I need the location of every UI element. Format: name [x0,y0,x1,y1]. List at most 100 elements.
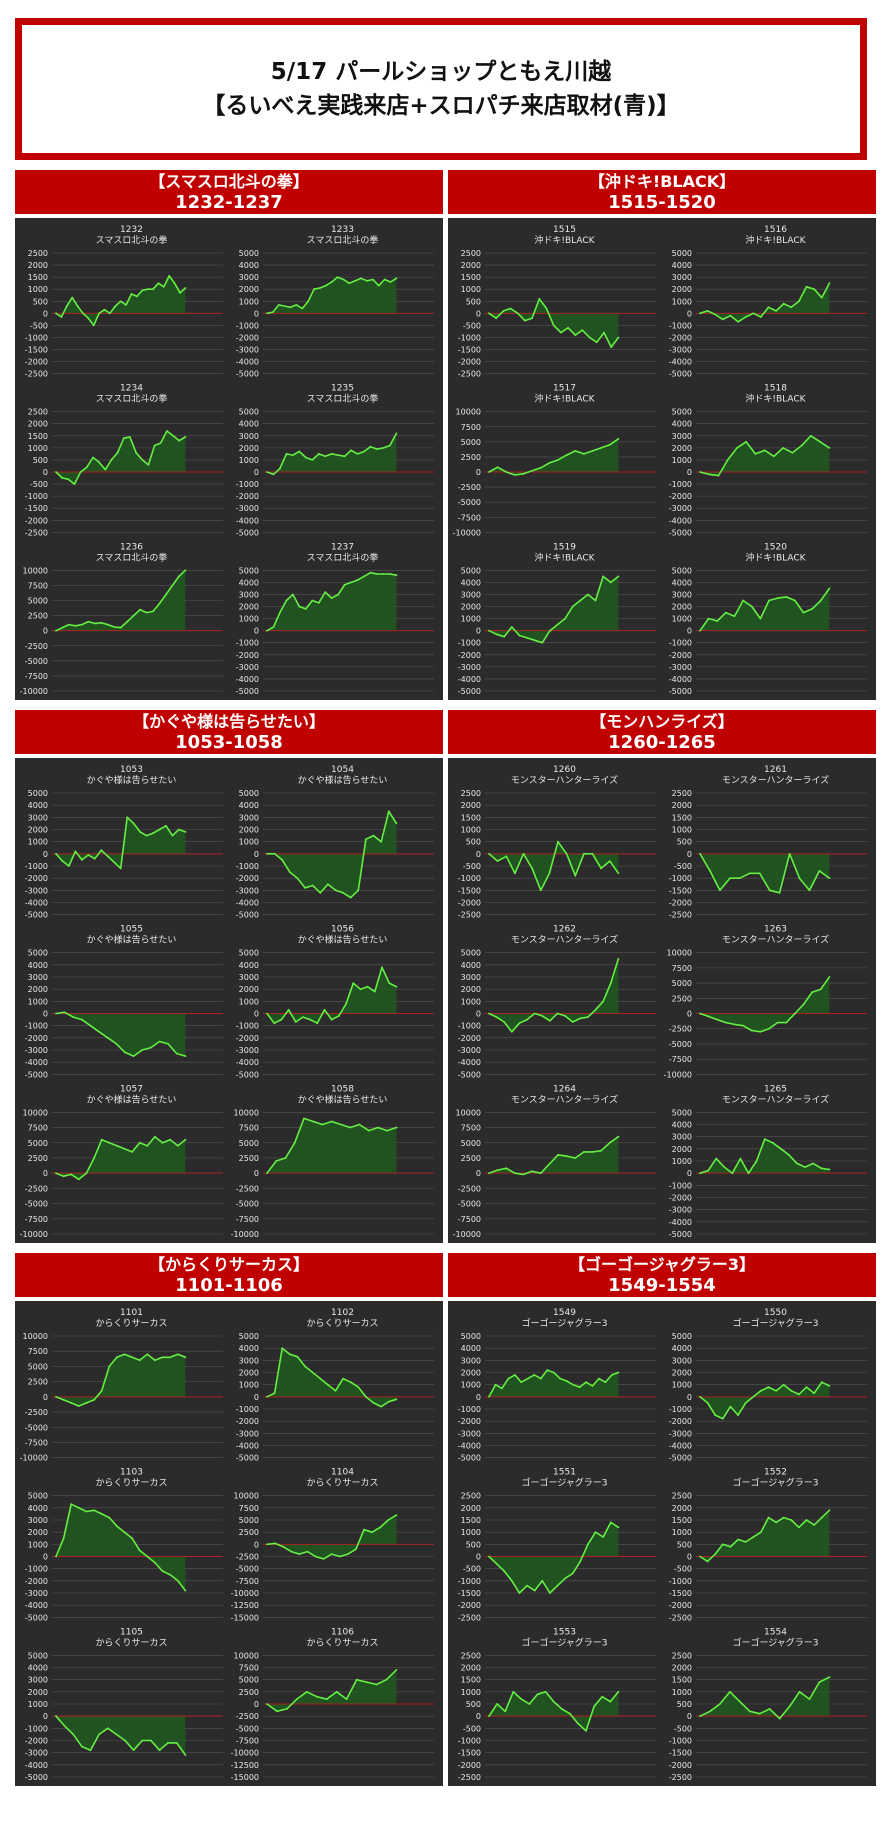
chart-title: 1055 [120,925,143,935]
y-tick-label: -5000 [25,657,48,666]
data-point [594,1008,597,1011]
chart-title: 1102 [331,1308,354,1318]
data-point [279,611,281,614]
chart-subtitle: 沖ドキ!BLACK [745,551,806,563]
data-point [798,1393,800,1396]
y-tick-label: 500 [466,297,481,306]
series-line [266,1347,397,1408]
data-point [496,1169,499,1171]
series-line [267,810,398,899]
y-tick-label: -5000 [236,687,259,696]
section-header-karakuri: 【からくりサーカス】 1101-1106 [15,1253,443,1297]
y-tick-label: -4000 [236,1058,259,1067]
data-point [744,316,747,318]
data-point [775,1389,777,1392]
chart-subtitle: かぐや様は告らせたい [87,774,177,786]
y-tick-label: 4000 [239,578,259,587]
y-tick-label: -5000 [236,911,259,920]
data-point [559,1377,562,1380]
data-point [100,1389,103,1392]
series-area [267,572,397,631]
chart-subtitle: かぐや様は告らせたい [87,1093,177,1105]
data-point [591,450,594,452]
chart-title: 1552 [764,1468,787,1478]
data-point [382,447,385,449]
data-point [729,314,732,317]
data-point [813,1392,816,1395]
data-point [587,593,589,596]
data-point [60,316,63,318]
data-point [723,1166,726,1168]
series-area [700,977,830,1032]
data-point [531,1170,533,1173]
y-tick-label: -3000 [236,504,259,513]
y-tick-label: 0 [687,1010,692,1019]
data-point [395,1669,398,1671]
data-point [123,1353,126,1356]
data-point [572,1383,574,1386]
y-tick-label: -3000 [25,1046,48,1055]
data-point [742,599,744,602]
data-point [375,1683,378,1686]
data-point [141,1739,144,1742]
data-point [363,1528,365,1531]
data-point [767,1386,770,1388]
data-point [533,1589,536,1592]
data-point [798,1690,801,1693]
data-point [108,1516,111,1519]
data-point [714,1553,717,1555]
y-tick-label: 0 [687,1169,692,1178]
y-tick-label: -5000 [669,528,692,537]
data-point [272,311,274,313]
y-tick-label: -1000 [458,1577,481,1586]
y-tick-label: 4000 [461,961,481,970]
data-point [355,1678,358,1681]
y-tick-label: 4000 [28,801,48,810]
series-area [489,438,619,475]
data-point [317,602,320,604]
y-tick-label: 0 [476,627,481,636]
data-point [162,285,165,288]
data-point [738,877,741,880]
data-point [71,296,74,299]
y-tick-label: 2500 [239,1528,259,1537]
data-point [292,593,294,596]
y-tick-label: 10000 [23,1108,48,1117]
y-tick-label: 5000 [28,1651,48,1660]
y-tick-label: -5000 [458,498,481,507]
data-point [721,1417,724,1420]
y-tick-label: 5000 [461,1332,481,1341]
data-point [342,1377,344,1380]
data-point [725,611,727,614]
y-tick-label: 1000 [239,615,259,624]
data-point [744,1402,747,1404]
y-tick-label: 2000 [461,1369,481,1378]
y-tick-label: -10000 [20,1230,48,1239]
y-tick-label: 1000 [461,997,481,1006]
data-point [116,1356,118,1359]
y-tick-label: 2000 [461,603,481,612]
data-point [132,614,135,617]
y-tick-label: -3000 [236,1046,259,1055]
data-point [800,444,803,447]
y-tick-label: 0 [687,850,692,859]
chart-grid-monhan: 1260モンスターハンターライズ25002000150010005000-500… [453,765,867,1239]
chart-subtitle: スマスロ北斗の拳 [307,551,379,563]
y-tick-label: -3000 [669,504,692,513]
y-tick-label: 0 [43,468,48,477]
y-tick-label: 3000 [239,973,259,982]
data-point [549,629,551,632]
y-tick-label: 2500 [28,249,48,258]
y-tick-label: 0 [476,1169,481,1178]
section-range: 1101-1106 [175,1274,283,1296]
data-point [565,1155,568,1157]
y-tick-label: 3000 [239,432,259,441]
data-point [184,1589,187,1592]
data-point [496,1703,498,1705]
y-tick-label: -1000 [25,1565,48,1574]
series-area [489,1691,619,1731]
data-point [158,1749,161,1752]
data-point [381,966,383,969]
